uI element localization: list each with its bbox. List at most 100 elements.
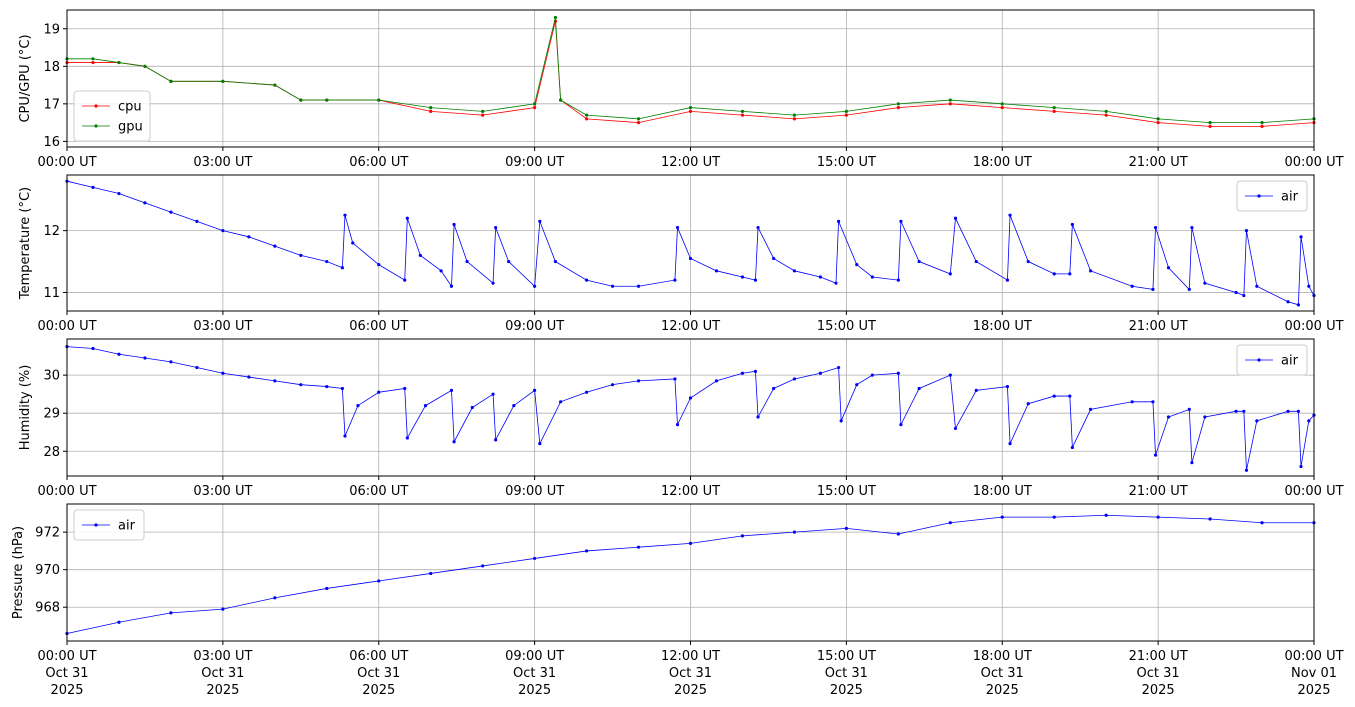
x-tick-label: 18:00 UT <box>973 649 1032 664</box>
data-point-cpu <box>740 113 745 117</box>
data-point-air <box>1052 272 1056 276</box>
data-point-air <box>449 284 454 288</box>
x-tick-label: 06:00 UT <box>349 155 408 170</box>
data-point-air <box>917 386 921 391</box>
data-point-air <box>470 405 474 410</box>
data-point-air <box>169 210 173 214</box>
data-point-air <box>1190 225 1194 230</box>
data-point-air <box>610 383 615 387</box>
data-point-cpu <box>533 105 537 110</box>
data-point-air <box>756 415 760 419</box>
data-point-air <box>844 526 848 530</box>
x-tick-date-label: Nov 01 <box>1291 666 1337 681</box>
data-point-air <box>1005 384 1010 389</box>
x-tick-label: 18:00 UT <box>973 155 1032 170</box>
y-tick-label: 18 <box>43 60 60 75</box>
y-tick-label: 17 <box>43 97 60 112</box>
data-point-air <box>325 586 329 591</box>
data-point-air <box>1156 515 1160 519</box>
data-point-air <box>117 352 121 356</box>
x-tick-date-label: Oct 31 <box>45 666 88 681</box>
data-point-cpu <box>896 105 900 110</box>
data-point-gpu <box>740 109 745 113</box>
data-point-air <box>538 442 542 446</box>
data-point-air <box>452 222 456 227</box>
data-point-air <box>117 191 121 196</box>
x-tick-date-label: 2025 <box>986 683 1019 698</box>
chart-panel-1: 16 17 18 19 00:00 UT 03:00 UT 06:00 UT 09:00 UT… <box>18 9 1344 170</box>
data-point-air <box>1286 300 1290 304</box>
x-tick-label: 21:00 UT <box>1129 155 1188 170</box>
data-point-gpu <box>377 98 381 102</box>
data-point-gpu <box>117 60 121 65</box>
data-point-air <box>772 386 776 391</box>
data-point-air <box>1005 278 1010 282</box>
x-tick-date-label: Oct 31 <box>825 666 868 681</box>
data-point-air <box>714 269 719 273</box>
data-point-air <box>917 259 921 264</box>
x-tick-label: 03:00 UT <box>193 649 252 664</box>
y-tick-label: 19 <box>43 22 60 37</box>
data-point-gpu <box>1260 121 1264 125</box>
data-point-air <box>1260 521 1264 525</box>
data-point-air <box>1203 415 1207 419</box>
legend-label-gpu: gpu <box>118 120 143 135</box>
x-tick-date-label: 2025 <box>1297 683 1330 698</box>
data-point-gpu <box>1000 102 1004 106</box>
data-point-air <box>675 225 680 230</box>
x-tick-label: 12:00 UT <box>661 649 720 664</box>
data-point-air <box>491 392 495 396</box>
data-point-air <box>675 423 680 427</box>
data-point-air <box>855 263 859 267</box>
series-line-air <box>66 180 1315 306</box>
data-point-air <box>512 403 516 408</box>
legend-label-air: air <box>1281 190 1299 205</box>
x-tick-label: 09:00 UT <box>505 155 564 170</box>
x-tick-label: 03:00 UT <box>193 484 252 499</box>
x-tick-label: 00:00 UT <box>37 319 96 334</box>
data-point-air <box>1244 468 1249 472</box>
x-tick-date-label: Oct 31 <box>1137 666 1180 681</box>
x-tick-date-label: Oct 31 <box>513 666 556 681</box>
x-tick-label: 18:00 UT <box>973 484 1032 499</box>
y-tick-label: 970 <box>35 563 60 578</box>
x-tick-date-label: Oct 31 <box>669 666 712 681</box>
legend-label-air: air <box>118 519 136 534</box>
legend-label-air: air <box>1281 354 1299 369</box>
data-point-air <box>169 360 173 364</box>
data-point-air <box>584 390 589 394</box>
data-point-air <box>948 521 952 525</box>
data-point-air <box>688 256 693 261</box>
data-point-air <box>117 620 121 624</box>
x-tick-label: 06:00 UT <box>349 649 408 664</box>
y-tick-label: 11 <box>43 286 60 301</box>
data-point-air <box>1187 407 1191 412</box>
data-point-gpu <box>481 109 485 113</box>
data-point-air <box>299 383 303 387</box>
x-tick-label: 00:00 UT <box>1284 319 1343 334</box>
data-point-air <box>1151 287 1155 291</box>
data-point-air <box>507 259 511 264</box>
data-point-air <box>1203 281 1207 285</box>
data-point-air <box>1299 235 1303 239</box>
x-tick-label: 12:00 UT <box>661 155 720 170</box>
x-tick-label: 15:00 UT <box>817 155 876 170</box>
data-point-air <box>870 373 874 377</box>
data-point-cpu <box>1260 124 1264 128</box>
legend-label-cpu: cpu <box>118 100 142 115</box>
data-point-gpu <box>273 83 277 87</box>
data-point-air <box>1088 269 1093 273</box>
data-point-cpu <box>429 109 433 113</box>
legend-marker-air <box>1257 194 1261 198</box>
data-point-air <box>273 379 277 383</box>
chart-panel-2: 11 12 00:00 UT 03:00 UT 06:00 UT 09:00 UT 12:0… <box>18 174 1344 334</box>
x-tick-label: 09:00 UT <box>505 649 564 664</box>
data-point-air <box>753 278 758 282</box>
data-point-air <box>636 284 641 288</box>
data-point-air <box>1255 284 1259 288</box>
data-point-air <box>247 375 251 379</box>
data-point-air <box>772 256 776 261</box>
x-tick-date-label: 2025 <box>1142 683 1175 698</box>
data-point-air <box>1153 225 1158 230</box>
